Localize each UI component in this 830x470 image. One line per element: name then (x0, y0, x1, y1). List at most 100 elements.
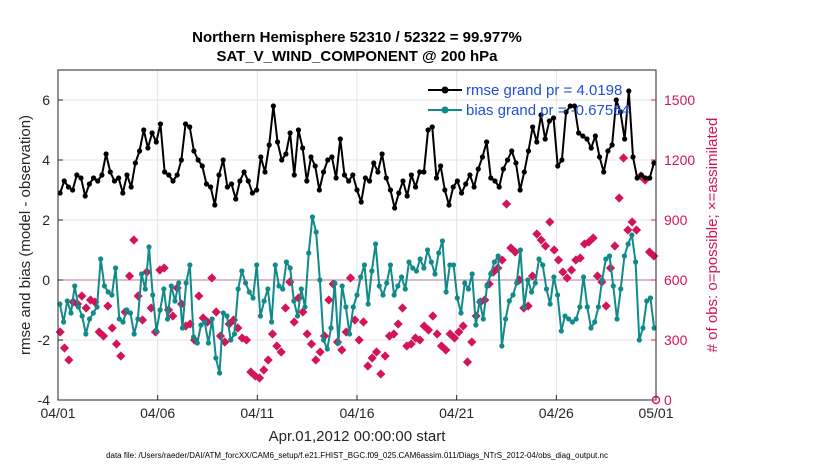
bias-point (220, 310, 226, 316)
rmse-point (270, 103, 276, 109)
assimilated-point (81, 303, 91, 313)
bias-point (625, 241, 631, 247)
rmse-point (634, 175, 640, 181)
bias-point (584, 304, 590, 310)
bias-point (554, 292, 561, 298)
bias-point (79, 313, 85, 319)
assimilated-point (566, 265, 577, 275)
chart-subtitle: SAT_V_WIND_COMPONENT @ 200 hPa (216, 48, 498, 65)
rmse-point (116, 175, 122, 181)
rmse-point (433, 175, 440, 181)
assimilated-point (254, 373, 265, 383)
assimilated-point (419, 321, 429, 331)
bias-point (250, 295, 256, 301)
bias-point (179, 325, 186, 331)
assimilated-point (103, 301, 113, 311)
assimilated-point (393, 319, 403, 329)
bias-point (640, 325, 646, 331)
rmse-point (350, 172, 356, 178)
assimilated-point (562, 273, 572, 283)
rmse-point (300, 145, 306, 151)
bias-point (98, 256, 104, 262)
rmse-point (341, 172, 348, 178)
rmse-point (241, 169, 247, 175)
rmse-point (609, 142, 615, 148)
assimilated-point (445, 329, 455, 339)
assimilated-point (415, 335, 425, 345)
bias-point (283, 259, 290, 265)
assimilated-point (536, 235, 546, 245)
bias-point (213, 355, 219, 361)
bias-point (298, 286, 304, 292)
x-axis-label: Apr.01,2012 00:00:00 start (269, 428, 447, 445)
assimilated-point (371, 347, 382, 357)
assimilated-point (592, 271, 603, 281)
rmse-point (203, 181, 210, 187)
rmse-point (170, 178, 176, 184)
bias-point (454, 295, 460, 301)
bias-point (164, 316, 171, 322)
assimilated-point (207, 273, 217, 283)
assimilated-point (367, 353, 377, 363)
assimilated-point (315, 347, 325, 357)
assimilated-point (575, 253, 585, 263)
assimilated-point (198, 313, 208, 323)
rmse-point (588, 145, 594, 151)
assimilated-point (337, 345, 347, 355)
rmse-point (563, 109, 569, 115)
y2-axis-label: # of obs: o=possible; ×=assimilated (704, 118, 721, 353)
assimilated-point (588, 233, 598, 243)
assimilated-point (263, 355, 273, 365)
bias-point (365, 301, 371, 307)
bias-point (194, 340, 200, 346)
y-tick-label: 6 (42, 92, 50, 108)
rmse-point (521, 169, 527, 175)
rmse-point (387, 187, 394, 193)
rmse-point (463, 181, 469, 187)
rmse-point (95, 178, 101, 184)
bias-point (291, 298, 297, 304)
rmse-point (99, 172, 105, 178)
rmse-point (220, 157, 226, 163)
bias-point (354, 292, 360, 298)
rmse-point (404, 193, 410, 199)
bias-point (629, 232, 635, 238)
y2-tick-label: 900 (664, 212, 688, 228)
rmse-point (136, 148, 143, 154)
rmse-point (504, 157, 511, 163)
rmse-point (484, 139, 490, 145)
bias-point (105, 289, 111, 295)
rmse-point (191, 148, 197, 154)
bias-point (447, 262, 453, 268)
rmse-point (400, 178, 406, 184)
rmse-point (295, 127, 302, 133)
rmse-point (412, 184, 419, 190)
rmse-point (392, 205, 398, 211)
bias-point (216, 370, 223, 376)
rmse-point (157, 121, 164, 127)
bias-point (135, 316, 141, 322)
assimilated-point (462, 357, 473, 367)
rmse-point (208, 184, 214, 190)
y-axis-right: 0 300 600 900 1200 1500 (651, 92, 695, 408)
rmse-point (162, 169, 168, 175)
y2-tick-label: 300 (664, 332, 688, 348)
bias-point (109, 292, 115, 298)
bias-point (387, 262, 394, 268)
bias-point (205, 340, 212, 346)
rmse-point (638, 172, 644, 178)
rmse-point (362, 175, 368, 181)
bias-point (428, 259, 434, 265)
rmse-point (559, 157, 565, 163)
rmse-point (258, 154, 264, 160)
rmse-point (471, 184, 477, 190)
rmse-point (153, 139, 159, 145)
bias-point (127, 310, 134, 316)
rmse-point (233, 196, 239, 202)
rmse-point (65, 184, 72, 190)
rmse-point (642, 175, 649, 181)
rmse-point (333, 175, 339, 181)
assimilated-point (389, 329, 399, 339)
bias-point (398, 274, 405, 280)
bias-point (636, 337, 642, 343)
